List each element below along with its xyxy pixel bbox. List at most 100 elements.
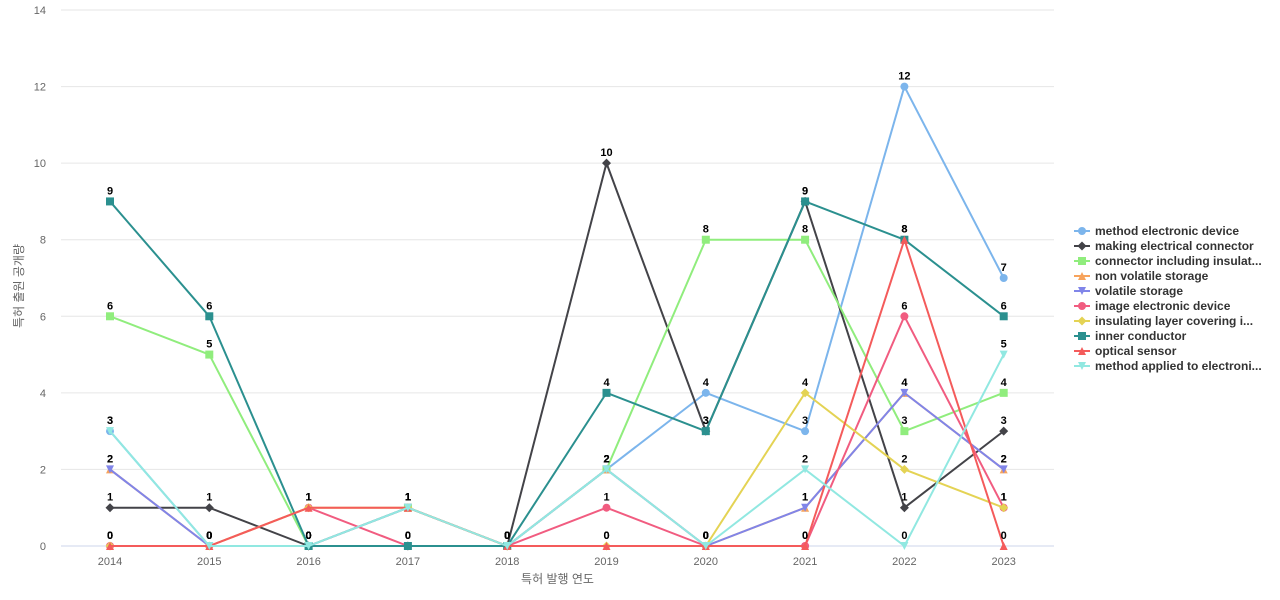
data-label: 0 [703, 530, 709, 542]
series-8 [106, 235, 1008, 550]
data-point [801, 427, 810, 436]
data-point [900, 427, 909, 436]
legend-marker [1078, 257, 1086, 265]
data-label: 0 [901, 530, 907, 542]
data-point [204, 503, 214, 513]
data-label: 0 [206, 530, 212, 542]
x-axis-ticks: 2014 2015 2016 2017 2018 2019 2020 2021 2022 2023 [98, 556, 1016, 568]
data-label: 0 [504, 530, 510, 542]
data-point [801, 197, 810, 206]
data-label: 0 [306, 530, 312, 542]
data-label: 9 [107, 185, 113, 197]
data-label: 0 [306, 530, 312, 542]
data-label: 0 [504, 530, 510, 542]
data-label: 3 [1001, 415, 1007, 427]
legend-item[interactable]: method electronic device [1074, 224, 1239, 238]
x-tick-label: 2023 [991, 556, 1015, 568]
data-label: 0 [206, 530, 212, 542]
series-7 [106, 197, 1008, 550]
data-label: 1 [107, 492, 113, 504]
data-label: 0 [206, 530, 212, 542]
data-label: 1 [802, 492, 808, 504]
data-label: 0 [504, 530, 510, 542]
legend-label: inner conductor [1095, 329, 1187, 343]
y-tick-label: 14 [34, 5, 46, 17]
legend-item[interactable]: non volatile storage [1074, 269, 1209, 283]
data-label: 0 [405, 530, 411, 542]
data-label: 2 [802, 453, 808, 465]
x-tick-label: 2017 [396, 556, 420, 568]
data-label: 0 [802, 530, 808, 542]
data-label: 0 [306, 530, 312, 542]
data-label: 6 [901, 300, 907, 312]
data-label: 1 [1001, 492, 1007, 504]
data-label: 2 [603, 453, 609, 465]
data-point [602, 158, 611, 168]
data-label: 1 [405, 492, 411, 504]
data-label: 3 [901, 415, 907, 427]
data-point [205, 350, 214, 359]
data-point [403, 542, 412, 550]
legend-item[interactable]: inner conductor [1074, 329, 1187, 343]
data-label: 1 [405, 492, 411, 504]
data-label: 8 [901, 224, 907, 236]
data-label: 0 [703, 530, 709, 542]
legend-item[interactable]: connector including insulat... [1074, 254, 1262, 268]
legend-marker [1078, 287, 1086, 295]
y-tick-label: 12 [34, 82, 46, 94]
data-label: 0 [802, 530, 808, 542]
data-point [602, 465, 611, 474]
data-label: 2 [107, 453, 113, 465]
data-label: 0 [504, 530, 510, 542]
data-label: 0 [206, 530, 212, 542]
legend-marker [1078, 332, 1086, 340]
x-tick-label: 2021 [793, 556, 817, 568]
legend-label: non volatile storage [1095, 269, 1209, 283]
data-label: 1 [901, 492, 907, 504]
data-point [106, 197, 114, 206]
data-point [899, 503, 909, 513]
data-label: 0 [504, 530, 510, 542]
data-label: 0 [107, 530, 113, 542]
series-lines [105, 82, 1009, 551]
legend-item[interactable]: method applied to electroni... [1074, 359, 1262, 373]
x-tick-label: 2022 [892, 556, 916, 568]
legend-marker [1078, 302, 1086, 310]
data-point [999, 388, 1008, 397]
data-label: 1 [306, 492, 312, 504]
data-label: 2 [901, 453, 907, 465]
legend-label: insulating layer covering i... [1095, 314, 1253, 328]
legend-item[interactable]: image electronic device [1074, 299, 1231, 313]
legend-item[interactable]: volatile storage [1074, 284, 1183, 298]
series-1 [105, 158, 1009, 551]
data-label: 3 [703, 415, 709, 427]
data-label: 2 [1001, 453, 1007, 465]
data-label: 4 [1001, 377, 1008, 389]
data-label: 0 [107, 530, 113, 542]
data-label: 1 [206, 492, 212, 504]
data-point [801, 542, 810, 550]
data-label: 6 [206, 300, 212, 312]
series-line [110, 238, 1005, 547]
data-point [801, 465, 810, 474]
data-label: 0 [504, 530, 510, 542]
data-label: 0 [405, 530, 411, 542]
data-label: 0 [306, 530, 312, 542]
legend-item[interactable]: optical sensor [1074, 344, 1177, 358]
data-label: 0 [306, 530, 312, 542]
data-point [304, 503, 313, 512]
legend-label: optical sensor [1095, 344, 1177, 358]
data-point [304, 542, 313, 550]
data-label: 5 [206, 339, 212, 351]
data-point [205, 312, 214, 321]
data-point [999, 274, 1008, 282]
legend-item[interactable]: making electrical connector [1074, 239, 1254, 253]
data-point [801, 235, 810, 244]
y-tick-label: 8 [40, 235, 46, 247]
data-label: 8 [901, 224, 907, 236]
data-label: 8 [802, 224, 808, 236]
legend-item[interactable]: insulating layer covering i... [1074, 314, 1253, 328]
data-label: 1 [405, 492, 411, 504]
data-label: 4 [603, 377, 610, 389]
